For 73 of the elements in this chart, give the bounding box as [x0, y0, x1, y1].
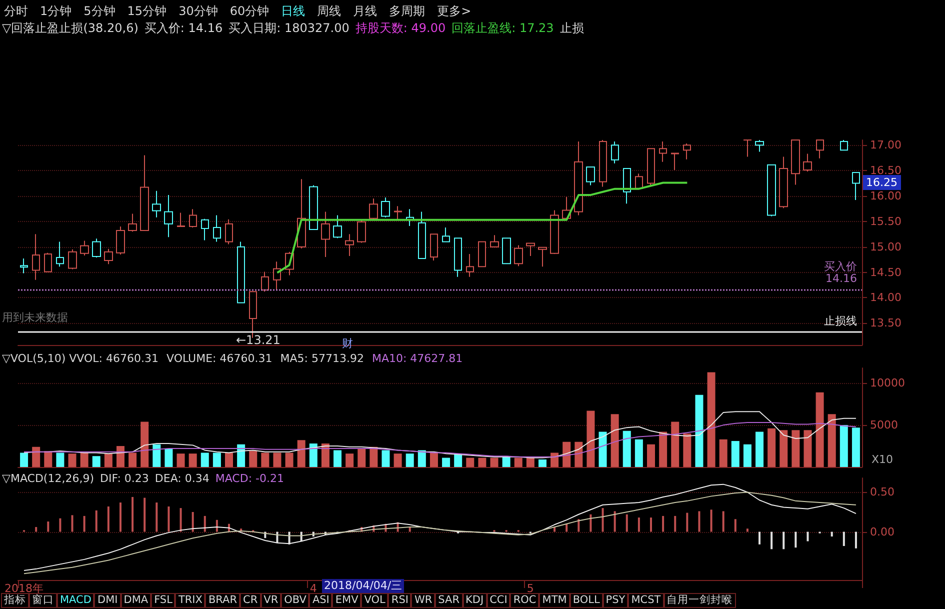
- annotation: 财: [342, 336, 353, 351]
- text: MCST: [628, 593, 664, 608]
- ref-line-label: 止损线: [824, 314, 857, 328]
- y-tick-label: 0.50: [870, 486, 894, 499]
- y-tick-label: 0.00: [870, 525, 894, 538]
- text: 自用一剑封喉: [664, 593, 736, 608]
- text: MA5: 57713.92: [280, 352, 364, 365]
- text: MACD: [57, 593, 94, 608]
- text: 更多>: [437, 3, 472, 20]
- text: 买入价: 14.16: [144, 20, 223, 37]
- text: WR: [411, 593, 436, 608]
- text: 周线: [317, 3, 342, 20]
- y-tick-label: 5000: [870, 418, 898, 432]
- text: BOLL: [570, 593, 603, 608]
- text: VR: [260, 593, 282, 608]
- y-tick-label: 17.00: [870, 138, 902, 152]
- text: SAR: [435, 593, 463, 608]
- y-tick-label: 15.50: [870, 214, 902, 228]
- annotation: 2018/04/04/三: [322, 579, 404, 593]
- y-tick-label: 16.50: [870, 164, 902, 178]
- text: 回落止盈线: 17.23: [452, 20, 554, 37]
- text: OBV: [281, 593, 310, 608]
- text: MA10: 47627.81: [372, 352, 463, 365]
- y-tick-label: 15.00: [870, 240, 902, 254]
- y-tick-label: 14.00: [870, 291, 902, 304]
- text: CR: [240, 593, 261, 608]
- y-tick-label: 10000: [870, 376, 905, 390]
- text: 指标: [1, 593, 29, 608]
- annotation: ▽MACD(12,26,9): [2, 472, 94, 485]
- text: 分时: [4, 3, 28, 20]
- text: BRAR: [205, 593, 240, 608]
- text: 多周期: [389, 3, 426, 20]
- text: 1分钟: [40, 3, 72, 20]
- text: CCI: [486, 593, 510, 608]
- text: ROC: [510, 593, 540, 608]
- text: VOLUME: 46760.31: [166, 352, 272, 365]
- text: DMA: [120, 593, 152, 608]
- text: ▽VOL(5,10) VVOL: 46760.31: [2, 352, 158, 365]
- annotation: 16.25: [863, 175, 900, 190]
- y-tick-label: 13.50: [870, 316, 902, 330]
- annotation: MACD: -0.21: [215, 472, 284, 485]
- x-tick-label: 4: [310, 582, 317, 595]
- text: 15分钟: [127, 3, 167, 20]
- text: 30分钟: [178, 3, 218, 20]
- x-tick-label: 2018年: [4, 582, 44, 595]
- text: 止损: [560, 20, 584, 37]
- text: 日线: [281, 3, 306, 20]
- ref-line-label: 买入价 14.16: [824, 260, 857, 286]
- annotation: DEA: 0.34: [154, 472, 210, 485]
- text: 月线: [353, 3, 378, 20]
- annotation: ←13.21: [236, 333, 280, 347]
- text: ASI: [309, 593, 332, 608]
- x-tick-label: 5: [526, 582, 534, 595]
- text: MTM: [539, 593, 570, 608]
- text: EMV: [332, 593, 362, 608]
- text: 窗口: [29, 593, 57, 608]
- text: 买入日期: 180327.00: [228, 20, 350, 37]
- text: ▽回落止盈止损(38.20,6): [2, 20, 138, 37]
- text: 60分钟: [230, 3, 270, 20]
- text: VOL: [361, 593, 388, 608]
- annotation: 用到未来数据: [2, 310, 68, 325]
- text: X10: [871, 453, 893, 466]
- y-tick-label: 16.00: [870, 189, 902, 202]
- text: PSY: [602, 593, 628, 608]
- text: TRIX: [175, 593, 206, 608]
- text: 持股天数: 49.00: [355, 20, 446, 37]
- text: KDJ: [462, 593, 487, 608]
- text: RSI: [388, 593, 412, 608]
- text: FSL: [151, 593, 176, 608]
- y-tick-label: 14.50: [870, 266, 902, 279]
- annotation: DIF: 0.23: [100, 472, 149, 485]
- text: 5分钟: [84, 3, 116, 20]
- text: DMI: [94, 593, 121, 608]
